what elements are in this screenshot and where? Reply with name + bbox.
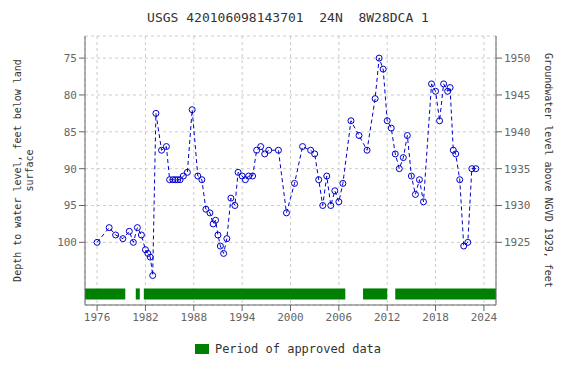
svg-text:2000: 2000 <box>277 311 304 324</box>
svg-text:1935: 1935 <box>504 163 531 176</box>
html-text:Period of approved data: Period of approved data <box>214 342 382 356</box>
svg-text:1925: 1925 <box>504 236 531 249</box>
svg-text:1945: 1945 <box>504 89 531 102</box>
svg-text:2018: 2018 <box>422 311 449 324</box>
html-text:USGS 420106098143701 24N 8W28D: USGS 420106098143701 24N 8W28DCA 1 <box>147 10 429 25</box>
svg-text:75: 75 <box>64 52 77 65</box>
svg-text:2024: 2024 <box>471 311 498 324</box>
svg-text:Groundwater level above NGVD 1: Groundwater level above NGVD 1929, feet <box>543 53 554 288</box>
svg-text:100: 100 <box>57 236 77 249</box>
svg-text:2006: 2006 <box>326 311 353 324</box>
svg-text:1976: 1976 <box>84 311 111 324</box>
svg-text:90: 90 <box>64 163 77 176</box>
svg-text:1940: 1940 <box>504 126 531 139</box>
svg-text:Depth to water level, feet bel: Depth to water level, feet below landsur… <box>12 59 35 282</box>
svg-text:1930: 1930 <box>504 199 531 212</box>
svg-text:95: 95 <box>64 199 77 212</box>
svg-text:1988: 1988 <box>181 311 208 324</box>
svg-text:1994: 1994 <box>229 311 256 324</box>
svg-text:1950: 1950 <box>504 52 531 65</box>
svg-text:80: 80 <box>64 89 77 102</box>
svg-text:2012: 2012 <box>374 311 401 324</box>
svg-text:85: 85 <box>64 126 77 139</box>
svg-text:1982: 1982 <box>132 311 159 324</box>
